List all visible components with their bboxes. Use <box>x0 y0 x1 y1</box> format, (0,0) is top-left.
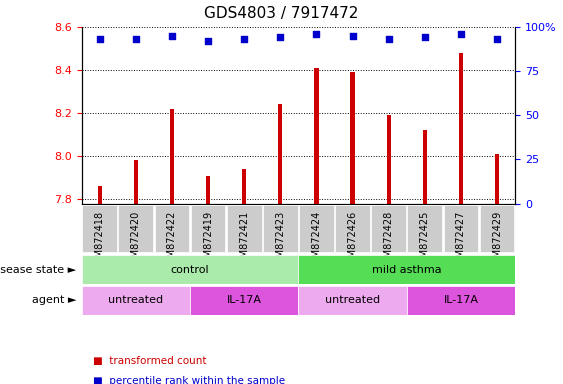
Point <box>204 38 213 44</box>
Point <box>131 36 140 42</box>
Bar <box>406 286 515 315</box>
Bar <box>155 205 189 252</box>
Bar <box>190 286 298 315</box>
Text: ■  transformed count: ■ transformed count <box>93 356 207 366</box>
Text: IL-17A: IL-17A <box>444 295 479 306</box>
Bar <box>82 286 190 315</box>
Text: control: control <box>171 265 209 275</box>
Bar <box>444 205 479 252</box>
Text: agent ►: agent ► <box>32 295 76 306</box>
Text: GSM872425: GSM872425 <box>420 211 430 270</box>
Bar <box>298 286 406 315</box>
Text: GSM872423: GSM872423 <box>275 211 285 270</box>
Text: IL-17A: IL-17A <box>227 295 262 306</box>
Point <box>167 33 176 39</box>
Text: GSM872418: GSM872418 <box>95 211 105 270</box>
Bar <box>335 205 370 252</box>
Bar <box>350 72 355 204</box>
Bar <box>206 175 210 204</box>
Text: GSM872426: GSM872426 <box>347 211 358 270</box>
Bar <box>170 109 174 204</box>
Point <box>493 36 502 42</box>
Bar <box>299 205 334 252</box>
Point <box>421 35 430 41</box>
Point <box>457 31 466 37</box>
Text: disease state ►: disease state ► <box>0 265 76 275</box>
Point <box>348 33 357 39</box>
Text: GSM872419: GSM872419 <box>203 211 213 270</box>
Text: mild asthma: mild asthma <box>372 265 441 275</box>
Bar <box>278 104 283 204</box>
Point <box>312 31 321 37</box>
Text: GSM872424: GSM872424 <box>311 211 321 270</box>
Text: untreated: untreated <box>108 295 163 306</box>
Bar <box>82 255 298 284</box>
Point <box>276 35 285 41</box>
Bar <box>242 169 247 204</box>
Bar <box>118 205 153 252</box>
Bar <box>314 68 319 204</box>
Bar <box>372 205 406 252</box>
Text: ■  percentile rank within the sample: ■ percentile rank within the sample <box>93 376 285 384</box>
Point <box>95 36 104 42</box>
Text: GSM872427: GSM872427 <box>456 211 466 270</box>
Bar <box>387 115 391 204</box>
Bar <box>82 205 117 252</box>
Bar <box>423 130 427 204</box>
Bar <box>191 205 225 252</box>
Bar <box>97 186 102 204</box>
Bar <box>263 205 298 252</box>
Text: GSM872422: GSM872422 <box>167 211 177 270</box>
Bar <box>298 255 515 284</box>
Text: untreated: untreated <box>325 295 380 306</box>
Text: GSM872421: GSM872421 <box>239 211 249 270</box>
Text: GSM872429: GSM872429 <box>492 211 502 270</box>
Bar <box>408 205 442 252</box>
Text: GSM872420: GSM872420 <box>131 211 141 270</box>
Bar <box>133 161 138 204</box>
Bar <box>480 205 515 252</box>
Bar <box>495 154 499 204</box>
Point <box>384 36 393 42</box>
Text: GSM872428: GSM872428 <box>384 211 394 270</box>
Point <box>240 36 249 42</box>
Text: GDS4803 / 7917472: GDS4803 / 7917472 <box>204 6 359 21</box>
Bar <box>459 53 463 204</box>
Bar <box>227 205 262 252</box>
